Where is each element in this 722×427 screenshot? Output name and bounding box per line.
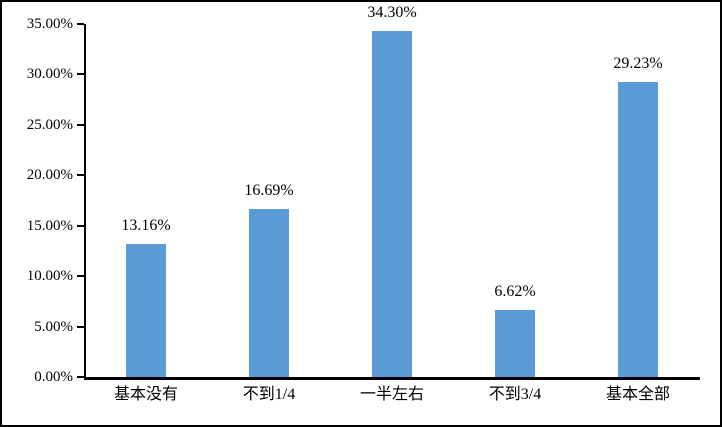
y-tick-mark: [77, 123, 84, 126]
x-category-label: 不到1/4: [242, 386, 296, 403]
bar-3: [372, 31, 412, 377]
bar-1: [126, 244, 166, 377]
bar-value-label: 29.23%: [613, 55, 663, 72]
y-tick-mark: [77, 325, 84, 328]
x-category-label: 一半左右: [359, 386, 424, 403]
y-tick-mark: [77, 73, 84, 76]
y-tick-label: 15.00%: [26, 217, 73, 234]
y-tick-mark: [77, 224, 84, 227]
x-axis-line: [84, 377, 700, 380]
x-category-label: 不到3/4: [488, 386, 542, 403]
bar-4: [495, 310, 535, 377]
bar-5: [618, 82, 658, 377]
bar-value-label: 13.16%: [121, 217, 171, 234]
y-tick-label: 10.00%: [26, 268, 73, 285]
y-tick-label: 35.00%: [26, 16, 73, 32]
y-tick-label: 0.00%: [34, 369, 73, 385]
y-tick-label: 25.00%: [26, 116, 73, 133]
y-tick-label: 5.00%: [34, 318, 73, 335]
bar-value-label: 6.62%: [494, 283, 536, 300]
y-tick-label: 30.00%: [26, 66, 73, 83]
y-tick-mark: [77, 376, 84, 378]
x-category-label: 基本全部: [605, 386, 670, 403]
x-category-label: 基本没有: [113, 386, 178, 403]
bar-2: [249, 209, 289, 377]
bar-value-label: 34.30%: [367, 4, 417, 21]
y-axis-line: [84, 24, 86, 380]
y-tick-mark: [77, 174, 84, 177]
y-tick-mark: [77, 275, 84, 278]
bar-value-label: 16.69%: [244, 182, 294, 199]
y-tick-mark: [77, 23, 84, 25]
y-tick-label: 20.00%: [26, 167, 73, 184]
